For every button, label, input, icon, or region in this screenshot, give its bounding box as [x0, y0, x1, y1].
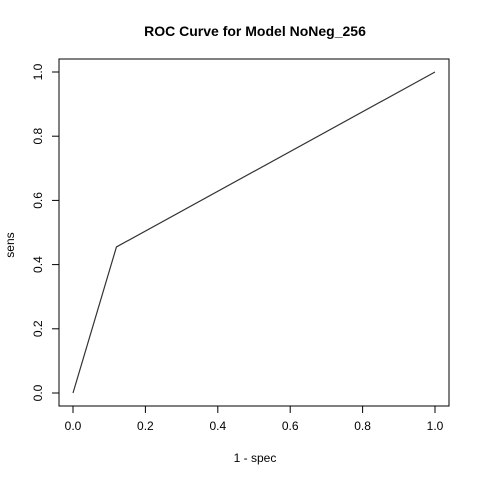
y-tick-label: 0.0	[31, 384, 45, 401]
y-tick-label: 0.8	[31, 128, 45, 145]
chart-title: ROC Curve for Model NoNeg_256	[144, 23, 366, 39]
y-axis-label: sens	[3, 232, 17, 257]
x-tick-label: 0.4	[209, 419, 226, 433]
x-tick-label: 0.0	[65, 419, 82, 433]
y-tick-label: 0.4	[31, 256, 45, 273]
x-axis-label: 1 - spec	[234, 451, 277, 465]
x-tick-label: 1.0	[427, 419, 444, 433]
y-tick-label: 0.6	[31, 192, 45, 209]
roc-curve-line	[72, 71, 436, 394]
plot-frame	[58, 58, 450, 407]
x-tick-label: 0.6	[282, 419, 299, 433]
x-tick-label: 0.8	[354, 419, 371, 433]
series-layer	[72, 71, 436, 394]
y-tick-label: 1.0	[31, 63, 45, 80]
y-tick-label: 0.2	[31, 320, 45, 337]
y-axis: 0.0 0.2 0.4 0.6 0.8 1.0	[31, 63, 60, 401]
x-axis: 0.0 0.2 0.4 0.6 0.8 1.0	[65, 405, 444, 433]
x-tick-label: 0.2	[137, 419, 154, 433]
